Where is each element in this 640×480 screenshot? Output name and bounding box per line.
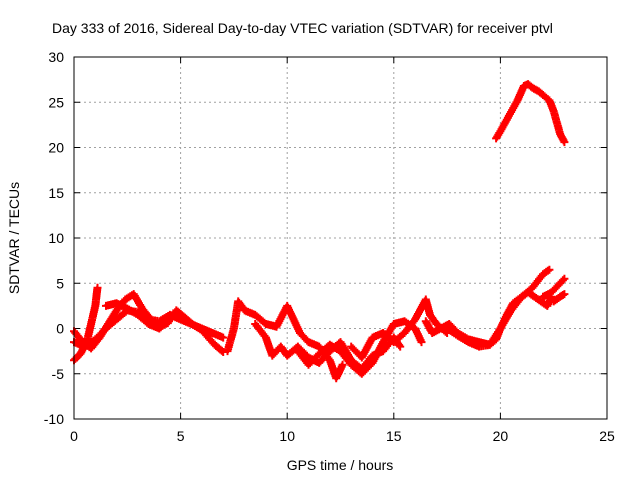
series-track-l [549,290,569,306]
y-tick-label: 25 [48,94,64,110]
series-track-h [347,295,452,362]
y-tick-label: 20 [48,140,64,156]
x-tick-label: 25 [599,428,615,444]
y-tick-label: 10 [48,230,64,246]
data-point-markers [421,288,556,349]
data-point-markers [443,265,554,351]
data-point-markers [492,80,569,147]
y-tick-label: 5 [56,275,64,291]
series-track-d [102,299,174,333]
x-tick-label: 15 [386,428,402,444]
y-tick-label: -10 [44,411,64,427]
data-point-markers [102,299,174,333]
axis-ticks: 0 5 10 15 20 25 -10 -5 0 5 10 15 20 25 30 [44,49,615,444]
x-tick-label: 20 [493,428,509,444]
chart-title: Day 333 of 2016, Sidereal Day-to-day VTE… [52,20,553,36]
y-tick-label: -5 [52,366,65,382]
x-tick-label: 5 [177,428,185,444]
y-tick-label: 0 [56,321,64,337]
series-track-e [223,297,347,383]
series-track-a [70,283,102,365]
x-tick-label: 10 [279,428,295,444]
series-track-j [443,265,554,351]
data-points [70,80,569,383]
y-tick-label: 15 [48,185,64,201]
data-point-markers [70,283,102,365]
series-track-k [539,274,569,301]
data-point-markers [347,295,452,362]
data-point-markers [549,290,569,306]
x-tick-label: 0 [70,428,78,444]
series-track-i [421,288,556,349]
plot-frame [73,56,608,420]
data-point-markers [539,274,569,301]
x-axis-label: GPS time / hours [287,457,394,473]
y-axis-label: SDTVAR / TECUs [6,182,22,294]
data-point-markers [223,297,347,383]
series-track-m [492,80,569,147]
y-tick-label: 30 [48,49,64,65]
